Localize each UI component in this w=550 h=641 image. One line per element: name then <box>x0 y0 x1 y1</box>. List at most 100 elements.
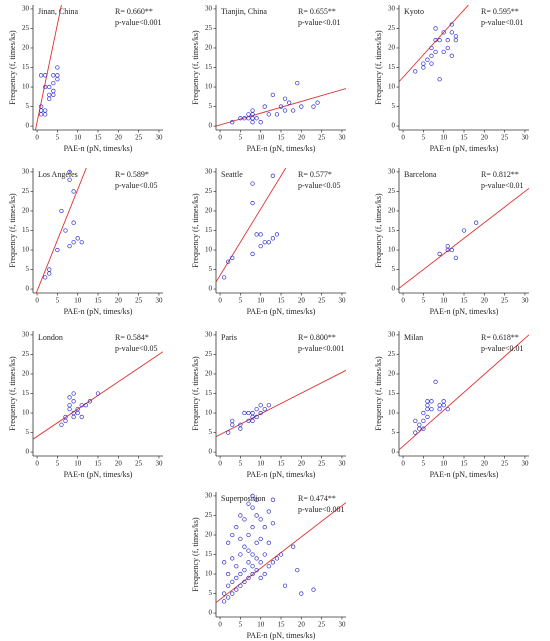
point <box>441 403 446 408</box>
point <box>71 410 76 416</box>
point <box>437 251 442 257</box>
p-annotation: p-value<0.05 <box>115 181 158 190</box>
point <box>311 104 316 109</box>
point <box>254 232 259 237</box>
x-tick-label: 10 <box>257 297 265 305</box>
y-tick-label: 10 <box>22 83 30 91</box>
y-tick-label: 5 <box>26 428 30 436</box>
x-axis-label: PAE-n (pN, times/ks) <box>64 470 133 479</box>
point <box>230 422 235 427</box>
y-tick-label: 20 <box>22 370 30 378</box>
point <box>474 220 479 225</box>
fit-line <box>35 168 87 293</box>
point <box>413 418 418 423</box>
panel: 0 5 10 15 20 25 30 0 5 10 15 20 25 30 PAE-n (pN, times… <box>8 5 163 153</box>
panel: 0 5 10 15 20 25 30 0 5 10 15 20 25 30 PAE-n (pN, times… <box>374 5 529 153</box>
point <box>221 599 227 604</box>
x-tick-label: 5 <box>239 460 243 468</box>
point <box>258 120 263 125</box>
p-annotation: p-value<0.01 <box>481 344 524 353</box>
point <box>295 80 300 86</box>
point <box>250 564 255 569</box>
point <box>221 560 227 565</box>
point <box>221 591 227 596</box>
y-tick-label: 25 <box>205 24 213 32</box>
point <box>238 552 243 557</box>
point <box>230 255 235 260</box>
fit-line <box>216 369 346 437</box>
point <box>282 583 288 588</box>
point <box>254 116 259 121</box>
y-axis-label: Frequency (f, times/ks) <box>8 356 17 431</box>
point <box>246 501 251 506</box>
y-tick-label: 15 <box>22 63 30 71</box>
point <box>246 418 251 423</box>
x-tick-label: 5 <box>422 297 426 305</box>
point <box>51 88 56 94</box>
panel-title: London <box>38 333 63 342</box>
r-annotation: R= 0.577* <box>298 170 332 179</box>
x-tick-label: 10 <box>257 621 265 629</box>
point <box>413 69 418 74</box>
point <box>242 517 247 522</box>
point <box>421 418 426 423</box>
point <box>71 240 76 245</box>
point <box>230 556 235 561</box>
y-tick-label: 0 <box>392 448 396 456</box>
point <box>429 399 434 404</box>
x-tick-label: 30 <box>338 134 346 142</box>
x-tick-label: 5 <box>239 297 243 305</box>
point <box>270 92 276 97</box>
y-tick-label: 25 <box>205 187 213 195</box>
y-tick-label: 0 <box>209 122 213 130</box>
x-tick-label: 5 <box>56 134 60 142</box>
y-axis-label: Frequency (f, times/ks) <box>8 30 17 105</box>
y-tick-label: 10 <box>22 246 30 254</box>
point <box>79 403 84 408</box>
p-annotation: p-value<0.05 <box>298 181 341 190</box>
point <box>441 399 446 404</box>
x-tick-label: 5 <box>239 134 243 142</box>
point <box>67 169 72 175</box>
y-tick-label: 25 <box>22 187 30 195</box>
point <box>258 403 263 408</box>
point <box>67 243 72 249</box>
y-tick-label: 30 <box>205 331 213 339</box>
point <box>226 430 231 435</box>
x-tick-label: 10 <box>74 134 82 142</box>
x-tick-label: 0 <box>218 621 222 629</box>
y-tick-label: 10 <box>205 409 213 417</box>
panel-title: Los Angeles <box>38 170 78 179</box>
y-tick-label: 10 <box>205 83 213 91</box>
x-tick-label: 10 <box>257 134 265 142</box>
p-annotation: p-value<0.05 <box>115 344 158 353</box>
point <box>437 77 442 82</box>
y-tick-label: 0 <box>209 609 213 617</box>
point <box>274 112 280 117</box>
x-axis-label: PAE-n (pN, times/ks) <box>64 307 133 316</box>
y-tick-label: 30 <box>388 331 396 339</box>
point <box>425 399 430 404</box>
y-tick-label: 5 <box>26 102 30 110</box>
point <box>51 80 56 86</box>
point <box>63 228 68 233</box>
x-tick-label: 10 <box>440 460 448 468</box>
x-tick-label: 20 <box>298 297 306 305</box>
point <box>250 116 255 121</box>
x-tick-label: 20 <box>298 621 306 629</box>
point <box>449 247 454 253</box>
point <box>445 45 450 51</box>
x-tick-label: 10 <box>257 460 265 468</box>
fit-line <box>399 5 470 83</box>
y-tick-label: 5 <box>209 589 213 597</box>
y-axis-label: Frequency (f, times/ks) <box>374 30 383 105</box>
x-axis-label: PAE-n (pN, times/ks) <box>247 470 316 479</box>
panel: 0 5 10 15 20 25 30 0 5 10 15 20 25 30 PAE-n (pN, times… <box>374 168 529 316</box>
point <box>282 96 288 101</box>
panel-title: Superposition <box>221 494 265 503</box>
point <box>270 560 276 565</box>
point <box>67 177 72 182</box>
p-annotation: p-value<0.001 <box>115 18 162 27</box>
point <box>433 49 438 55</box>
point <box>250 410 255 416</box>
